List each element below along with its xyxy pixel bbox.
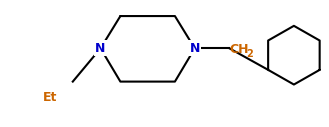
Text: 2: 2 [246,49,253,59]
Text: N: N [95,42,106,55]
Text: Et: Et [43,91,57,104]
Text: CH: CH [229,43,249,56]
Text: N: N [190,42,200,55]
